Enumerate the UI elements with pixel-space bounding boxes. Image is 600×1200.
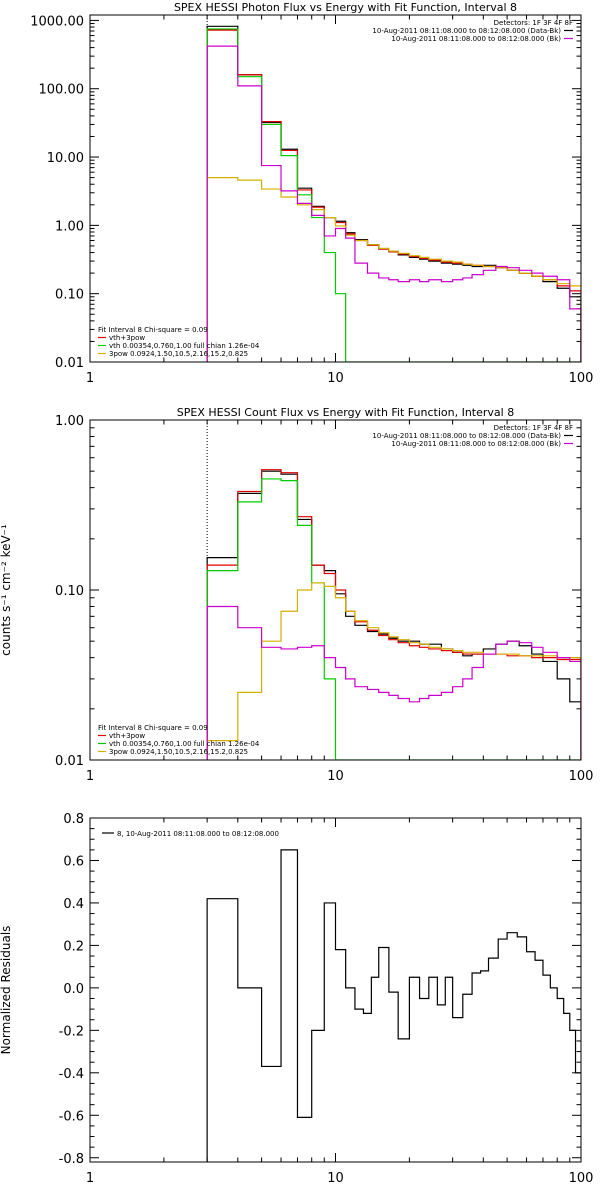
legend-header: Detectors: 1F 3F 4F 8F — [494, 19, 573, 27]
series-line-4 — [206, 582, 581, 760]
x-tick-label: 100 — [569, 769, 594, 784]
fit-legend-entry: 3pow 0.0924,1.50,10.5,2.16,15.2,0.825 — [109, 748, 248, 756]
plot-frame — [89, 14, 582, 363]
plot-frame — [89, 817, 582, 1163]
series-line-5 — [206, 605, 581, 760]
x-tick-label: 10 — [327, 769, 344, 784]
fit-legend-entry: vth 0.00354,0.760,1.00 full chian 1.26e-… — [109, 740, 260, 748]
fit-legend-entry: vth 0.00354,0.760,1.00 full chian 1.26e-… — [109, 342, 260, 350]
y-tick-label: 0.0 — [63, 982, 84, 997]
series-line-3 — [206, 478, 581, 760]
y-tick-label: 0.6 — [63, 854, 84, 869]
y-axis-label: counts s⁻¹ cm⁻² keV⁻¹ — [0, 524, 13, 656]
series-line-1 — [206, 849, 581, 1162]
y-tick-label: 0.01 — [55, 754, 84, 769]
chart-title: SPEX HESSI Count Flux vs Energy with Fit… — [177, 406, 514, 419]
fit-legend-entry: vth+3pow — [109, 334, 145, 342]
panel-3: Normalized Residuals 1 10 100 0.8 0.6 0.4 0.2 0.… — [0, 812, 593, 1186]
series-line-4 — [206, 177, 581, 362]
series-group — [206, 849, 581, 1162]
x-tick-label: 100 — [569, 371, 594, 386]
y-axis-label: Normalized Residuals — [0, 926, 13, 1055]
y-tick-label: -0.6 — [59, 1109, 84, 1124]
series-group — [206, 469, 581, 760]
x-tick-label: 100 — [569, 1171, 594, 1186]
y-tick-label: 0.4 — [63, 897, 84, 912]
legend-entry: 10-Aug-2011 08:11:08.000 to 08:12:08.000… — [372, 27, 561, 35]
y-ticks — [90, 19, 581, 363]
legend-header: Detectors: 1F 3F 4F 8F — [494, 424, 573, 432]
series-line-3 — [206, 28, 581, 362]
fit-legend-entry: 3pow 0.0924,1.50,10.5,2.16,15.2,0.825 — [109, 350, 248, 358]
y-tick-label: 1.00 — [55, 219, 84, 234]
legend-entry: 10-Aug-2011 08:11:08.000 to 08:12:08.000… — [391, 440, 561, 448]
panel-1: SPEX HESSI Photon Flux vs Energy with Fi… — [30, 1, 593, 386]
x-tick-label: 10 — [327, 371, 344, 386]
series-group — [206, 25, 581, 362]
x-ticks — [89, 818, 571, 1162]
series-line-1 — [206, 470, 581, 760]
x-tick-label: 1 — [86, 371, 94, 386]
y-tick-label: 0.8 — [63, 812, 84, 827]
panel-2: SPEX HESSI Count Flux vs Energy with Fit… — [0, 406, 593, 784]
y-tick-label: 0.10 — [55, 584, 84, 599]
y-tick-label: -0.4 — [59, 1067, 84, 1082]
y-tick-label: 10.00 — [47, 151, 84, 166]
x-tick-label: 1 — [86, 769, 94, 784]
legend-entry: 8, 10-Aug-2011 08:11:08.000 to 08:12:08.… — [117, 830, 279, 838]
y-tick-label: 0.10 — [55, 288, 84, 303]
y-tick-label: 100.00 — [39, 83, 85, 98]
fit-legend-entry: vth+3pow — [109, 732, 145, 740]
y-tick-label: -0.2 — [59, 1024, 84, 1039]
chart-title: SPEX HESSI Photon Flux vs Energy with Fi… — [174, 1, 517, 14]
y-tick-label: 1000.00 — [30, 14, 84, 29]
y-tick-label: -0.8 — [59, 1152, 84, 1167]
legend-entry: 10-Aug-2011 08:11:08.000 to 08:12:08.000… — [391, 35, 561, 43]
plot-frame — [89, 419, 582, 761]
y-tick-label: 0.2 — [63, 939, 84, 954]
y-tick-label: 0.01 — [55, 356, 84, 371]
legend-entry: 10-Aug-2011 08:11:08.000 to 08:12:08.000… — [372, 432, 561, 440]
x-tick-label: 1 — [86, 1171, 94, 1186]
series-line-5 — [206, 45, 581, 362]
fit-legend-header: Fit Interval 8 Chi-square = 0.09 — [98, 724, 208, 732]
x-tick-label: 10 — [327, 1171, 344, 1186]
fit-legend-header: Fit Interval 8 Chi-square = 0.09 — [98, 326, 208, 334]
y-tick-label: 1.00 — [55, 414, 84, 429]
